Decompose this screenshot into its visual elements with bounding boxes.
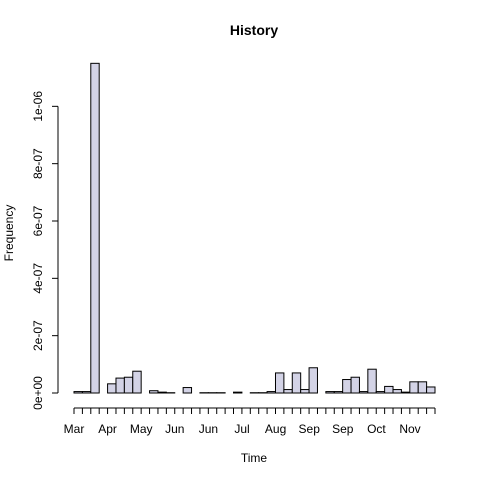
- x-tick-label-4: Jun: [165, 422, 184, 436]
- bar-39: [392, 389, 402, 394]
- x-tick-label-10: Oct: [367, 422, 386, 436]
- bar-5: [107, 383, 117, 394]
- y-tick-label-5: 8e-07: [31, 148, 45, 179]
- bar-29: [308, 367, 318, 394]
- bar-32: [333, 391, 344, 394]
- bar-28: [300, 389, 310, 394]
- x-tick-label-8: Sep: [299, 422, 321, 436]
- chart-title: History: [230, 22, 278, 38]
- x-tick-label-7: Aug: [265, 422, 286, 436]
- bar-27: [291, 372, 302, 394]
- bar-40: [400, 391, 411, 394]
- y-tick-label-4: 6e-07: [31, 205, 45, 236]
- bar-14: [182, 387, 193, 394]
- x-tick-label-11: Nov: [399, 422, 420, 436]
- x-tick-label-6: Jul: [234, 422, 249, 436]
- y-tick-label-6: 1e-06: [31, 91, 45, 122]
- bar-33: [342, 379, 352, 394]
- bar-10: [149, 390, 159, 394]
- bar-20: [233, 391, 243, 394]
- bar-11: [157, 391, 167, 394]
- bar-6: [115, 377, 125, 394]
- bar-37: [375, 391, 386, 394]
- y-tick-label-3: 4e-07: [31, 263, 45, 294]
- x-tick-label-5: Jun: [199, 422, 218, 436]
- bar-34: [350, 376, 360, 394]
- y-tick-label-2: 2e-07: [31, 320, 45, 351]
- bar-38: [384, 385, 394, 394]
- y-tick-label-1: 0e+00: [31, 376, 45, 410]
- bar-8: [132, 370, 142, 394]
- bar-42: [417, 381, 428, 394]
- x-tick-label-1: Mar: [64, 422, 85, 436]
- bar-25: [274, 372, 285, 394]
- bar-31: [325, 391, 335, 394]
- bar-26: [283, 389, 293, 394]
- bar-2: [81, 391, 92, 394]
- x-axis-label: Time: [241, 451, 268, 465]
- y-axis: 0e+00 2e-07 4e-07 6e-07 8e-07 1e-06: [31, 91, 59, 410]
- bar-35: [358, 391, 369, 394]
- bar-43: [426, 386, 436, 394]
- bar-36: [367, 368, 377, 394]
- bar-7: [123, 376, 134, 394]
- bar-1: [73, 391, 83, 394]
- x-tick-label-3: May: [130, 422, 153, 436]
- bar-41: [409, 381, 419, 394]
- x-tick-label-2: Apr: [98, 422, 117, 436]
- bar-3: [90, 62, 100, 394]
- x-tick-label-9: Sep: [332, 422, 354, 436]
- y-axis-label: Frequency: [2, 205, 16, 262]
- bars-group: [73, 62, 436, 394]
- x-axis: Mar Apr May Jun Jun Jul Aug Sep Sep Oct Nov: [64, 407, 436, 436]
- bar-24: [266, 391, 276, 394]
